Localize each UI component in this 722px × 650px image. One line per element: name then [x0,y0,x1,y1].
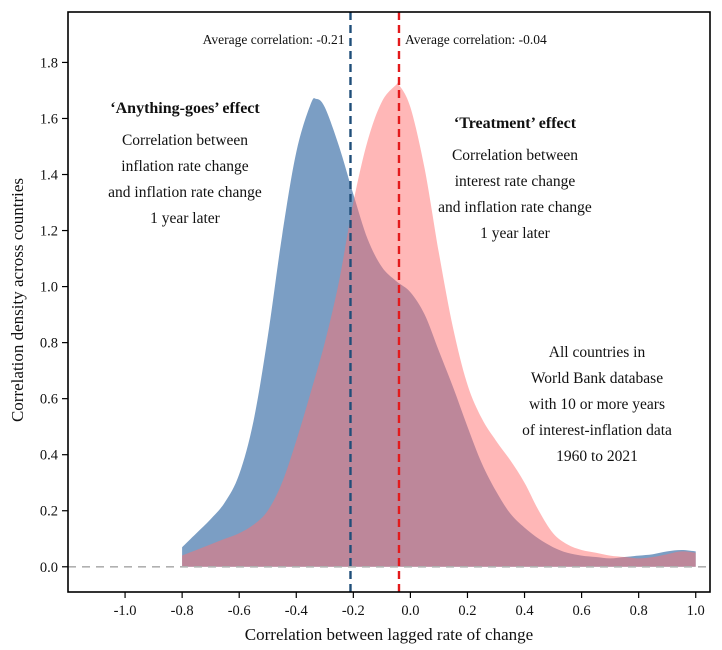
y-axis-ticks: 0.0 0.2 0.4 0.6 0.8 1.0 1.2 1.4 1.6 1.8 [40,55,68,576]
x-tick-label: -0.8 [171,603,194,619]
anything-goes-annotation-line: inflation rate change [121,158,249,175]
density-areas [182,82,696,567]
y-tick-label: 0.4 [40,448,59,464]
y-tick-label: 0.6 [40,392,58,408]
annotations: ‘Anything-goes’ effect Correlation betwee… [108,100,672,465]
anything-goes-annotation-line: Correlation between [122,132,248,149]
data-coverage-annotation-line: All countries in [549,344,646,361]
data-coverage-annotation-line: World Bank database [531,370,663,387]
x-tick-label: 0.2 [458,603,476,619]
treatment-annotation: ‘Treatment’ effect Correlation between int… [438,115,592,242]
y-tick-label: 1.4 [40,168,59,184]
x-tick-label: -0.2 [342,603,365,619]
y-tick-label: 1.0 [40,280,58,296]
y-tick-label: 1.2 [40,224,58,240]
x-tick-label: -0.6 [228,603,251,619]
x-axis-ticks: -1.0 -0.8 -0.6 -0.4 -0.2 0.0 0.2 0.4 0.6 0.8 1.0 [114,592,705,619]
x-tick-label: -0.4 [285,603,309,619]
treatment-annotation-line: and inflation rate change [438,199,592,216]
data-coverage-annotation-line: with 10 or more years [529,396,665,413]
data-coverage-annotation: All countries in World Bank database with … [522,344,672,465]
y-tick-label: 1.8 [40,55,58,71]
anything-goes-average-label: Average correlation: -0.21 [203,32,345,47]
x-axis-label: Correlation between lagged rate of chang… [245,625,533,644]
y-tick-label: 0.8 [40,336,58,352]
treatment-annotation-line: 1 year later [480,225,551,242]
y-tick-label: 0.2 [40,504,58,520]
anything-goes-annotation-line: and inflation rate change [108,184,262,201]
reference-lines: Average correlation: -0.21 Average correl… [203,12,547,592]
data-coverage-annotation-line: 1960 to 2021 [556,448,638,465]
y-axis-label: Correlation density across countries [8,178,27,422]
x-tick-label: 0.8 [630,603,648,619]
treatment-density-area [182,82,696,567]
x-tick-label: 0.0 [401,603,419,619]
data-coverage-annotation-line: of interest-inflation data [522,422,672,439]
x-tick-label: 0.4 [515,603,534,619]
y-tick-label: 1.6 [40,111,58,127]
treatment-annotation-line: interest rate change [455,173,576,190]
anything-goes-annotation-line: 1 year later [150,210,221,227]
x-tick-label: -1.0 [114,603,137,619]
x-tick-label: 0.6 [573,603,591,619]
x-tick-label: 1.0 [687,603,705,619]
plot-frame [67,11,711,593]
treatment-annotation-title: ‘Treatment’ effect [454,115,577,132]
treatment-average-label: Average correlation: -0.04 [405,32,547,47]
treatment-annotation-line: Correlation between [452,147,578,164]
anything-goes-annotation-title: ‘Anything-goes’ effect [110,100,260,117]
y-tick-label: 0.0 [40,560,58,576]
anything-goes-annotation: ‘Anything-goes’ effect Correlation betwee… [108,100,262,227]
